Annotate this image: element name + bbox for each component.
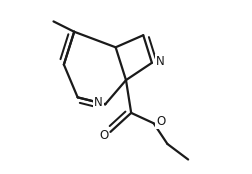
- Text: N: N: [156, 55, 165, 68]
- Text: O: O: [99, 129, 108, 142]
- Text: O: O: [156, 115, 165, 128]
- Text: N: N: [94, 96, 103, 109]
